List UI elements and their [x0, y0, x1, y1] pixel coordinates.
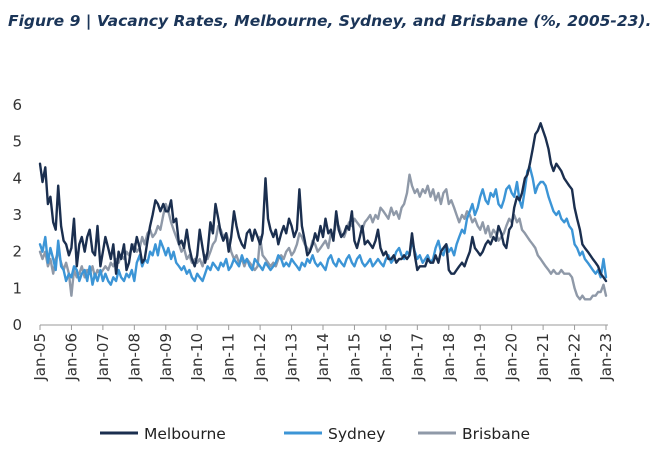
- y-tick-label: 4: [12, 169, 22, 187]
- x-tick-label: Jan-23: [597, 333, 615, 382]
- y-tick-label: 6: [12, 96, 22, 114]
- x-tick-label: Jan-08: [125, 333, 143, 382]
- x-tick-label: Jan-06: [62, 333, 80, 382]
- y-tick-label: 2: [12, 243, 22, 261]
- x-tick-label: Jan-19: [471, 333, 489, 382]
- x-tick-label: Jan-20: [503, 333, 521, 382]
- x-tick-label: Jan-09: [157, 333, 175, 382]
- x-tick-label: Jan-15: [345, 333, 363, 382]
- y-tick-label: 0: [12, 316, 22, 334]
- x-tick-label: Jan-13: [283, 333, 301, 382]
- legend-label-sydney: Sydney: [328, 425, 385, 443]
- x-tick-label: Jan-22: [566, 333, 584, 382]
- legend: Melbourne Sydney Brisbane: [100, 425, 530, 443]
- series-line-melbourne: [38, 122, 608, 283]
- x-tick-label: Jan-10: [188, 333, 206, 382]
- x-tick-label: Jan-17: [408, 333, 426, 382]
- x-tick-label: Jan-12: [251, 333, 269, 382]
- x-tick-label: Jan-18: [440, 333, 458, 382]
- x-tick-label: Jan-05: [31, 333, 49, 382]
- chart-title: Figure 9 | Vacancy Rates, Melbourne, Syd…: [8, 12, 654, 30]
- x-tick-label: Jan-16: [377, 333, 395, 382]
- y-tick-label: 5: [12, 133, 22, 151]
- series-lines: [38, 122, 608, 301]
- legend-label-melbourne: Melbourne: [144, 425, 226, 443]
- y-axis-ticks: 0 1 2 3 4 5 6: [12, 96, 22, 334]
- y-tick-label: 3: [12, 206, 22, 224]
- legend-label-brisbane: Brisbane: [462, 425, 530, 443]
- x-tick-label: Jan-21: [534, 333, 552, 382]
- x-tick-label: Jan-07: [94, 333, 112, 382]
- chart-title-text: Figure 9 | Vacancy Rates, Melbourne, Syd…: [8, 12, 652, 31]
- x-tick-label: Jan-14: [314, 333, 332, 382]
- x-axis-ticks: Jan-05 Jan-06 Jan-07 Jan-08 Jan-09 Jan-10 Jan-…: [31, 325, 615, 382]
- series-line-sydney: [38, 166, 608, 286]
- y-tick-label: 1: [12, 279, 22, 297]
- x-tick-label: Jan-11: [220, 333, 238, 382]
